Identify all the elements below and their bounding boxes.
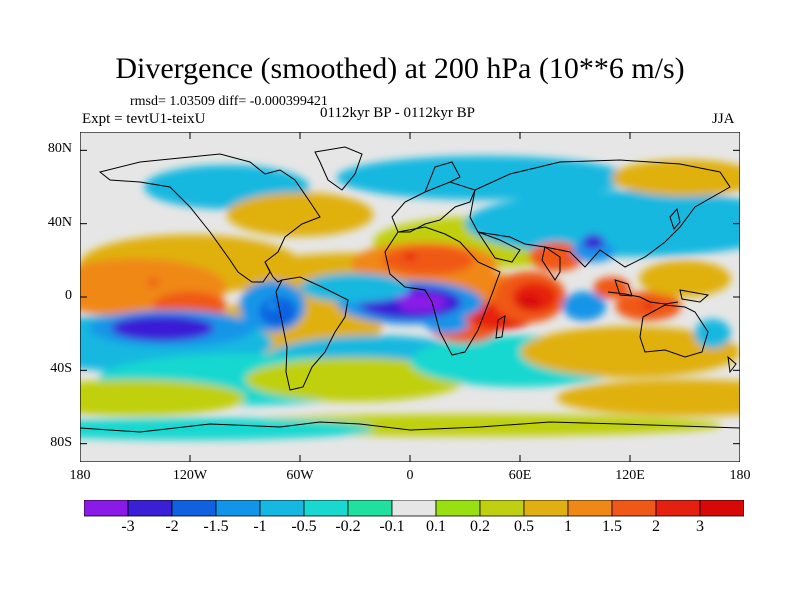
- field-region: [382, 245, 475, 275]
- field-feature: [523, 293, 536, 301]
- period-label: 0112kyr BP - 0112kyr BP: [320, 105, 476, 121]
- field-feature: [404, 252, 416, 261]
- lon-tick-label: 180: [69, 468, 91, 483]
- colorbar-swatch: [127, 500, 173, 517]
- field-feature: [266, 302, 279, 311]
- colorbar-swatch: [347, 500, 393, 517]
- colorbar-label: -1: [253, 518, 267, 535]
- colorbar-label: -0.2: [335, 518, 361, 535]
- field-region: [529, 242, 585, 272]
- plot-title: Divergence (smoothed) at 200 hPa (10**6 …: [115, 52, 685, 85]
- field-feature: [156, 320, 169, 329]
- lon-tick-label: 120W: [172, 468, 208, 483]
- lon-tick-label: 60W: [286, 468, 314, 483]
- field-feature: [642, 302, 655, 311]
- lon-tick-label: 0: [406, 468, 414, 483]
- lon-tick-label: 180: [729, 468, 751, 483]
- divergence-field: [80, 155, 740, 440]
- experiment-label: Expt = tevtU1-teixU: [82, 111, 206, 127]
- colorbar-swatch: [699, 500, 744, 517]
- colorbar-label: -0.5: [291, 518, 317, 535]
- colorbar-swatch: [303, 500, 349, 517]
- colorbar-swatch: [567, 500, 613, 517]
- field-region: [556, 379, 740, 417]
- colorbar-swatch: [259, 500, 305, 517]
- field-region: [465, 190, 740, 257]
- field-region: [571, 240, 616, 263]
- lat-tick-label: 40N: [47, 214, 72, 230]
- stats-text: rmsd= 1.03509 diff= -0.000399421: [130, 94, 328, 109]
- lat-tick-label: 40S: [50, 361, 72, 377]
- colorbar-swatch: [479, 500, 525, 517]
- coastlines: [80, 146, 740, 433]
- field-region: [516, 295, 542, 310]
- field-region: [694, 319, 731, 349]
- colorbar-label: -0.1: [379, 518, 405, 535]
- field-region: [245, 357, 465, 402]
- colorbar: [84, 500, 744, 517]
- colorbar-swatch: [84, 500, 129, 517]
- field-feature: [404, 296, 416, 305]
- colorbar-swatch: [171, 500, 217, 517]
- colorbar-swatch: [391, 500, 437, 517]
- field-region: [424, 315, 469, 334]
- colorbar-label: 2: [652, 518, 660, 535]
- lat-tick-label: 80S: [50, 434, 72, 450]
- field-feature: [147, 278, 160, 287]
- colorbar-label: 0.5: [514, 518, 534, 535]
- colorbar-label: 1: [564, 518, 572, 535]
- season-label: JJA: [712, 111, 735, 127]
- colorbar-label: -1.5: [203, 518, 229, 535]
- divergence-map: [80, 132, 740, 462]
- colorbar-label: 0.2: [470, 518, 490, 535]
- colorbar-swatch: [215, 500, 261, 517]
- colorbar-swatch: [435, 500, 481, 517]
- field-region: [562, 291, 607, 321]
- colorbar-label: 0.1: [426, 518, 446, 535]
- colorbar-label: -3: [121, 518, 135, 535]
- field-region: [520, 326, 740, 378]
- colorbar-swatch: [523, 500, 569, 517]
- colorbar-swatch: [655, 500, 701, 517]
- colorbar-swatch: [611, 500, 657, 517]
- colorbar-label: 1.5: [602, 518, 622, 535]
- field-region: [611, 159, 740, 197]
- field-region: [80, 379, 245, 417]
- field-region: [336, 155, 630, 200]
- field-region: [226, 192, 374, 237]
- field-region: [80, 418, 374, 440]
- colorbar-label: -2: [165, 518, 179, 535]
- field-region: [582, 234, 605, 250]
- lon-tick-label: 60E: [508, 468, 532, 483]
- lat-tick-label: 80N: [47, 141, 72, 157]
- lon-tick-label: 120E: [615, 468, 645, 483]
- lat-tick-label: 0: [65, 288, 72, 303]
- map-ticks: [80, 132, 740, 462]
- colorbar-label: 3: [696, 518, 704, 535]
- field-region: [300, 273, 410, 303]
- field-region: [639, 260, 731, 297]
